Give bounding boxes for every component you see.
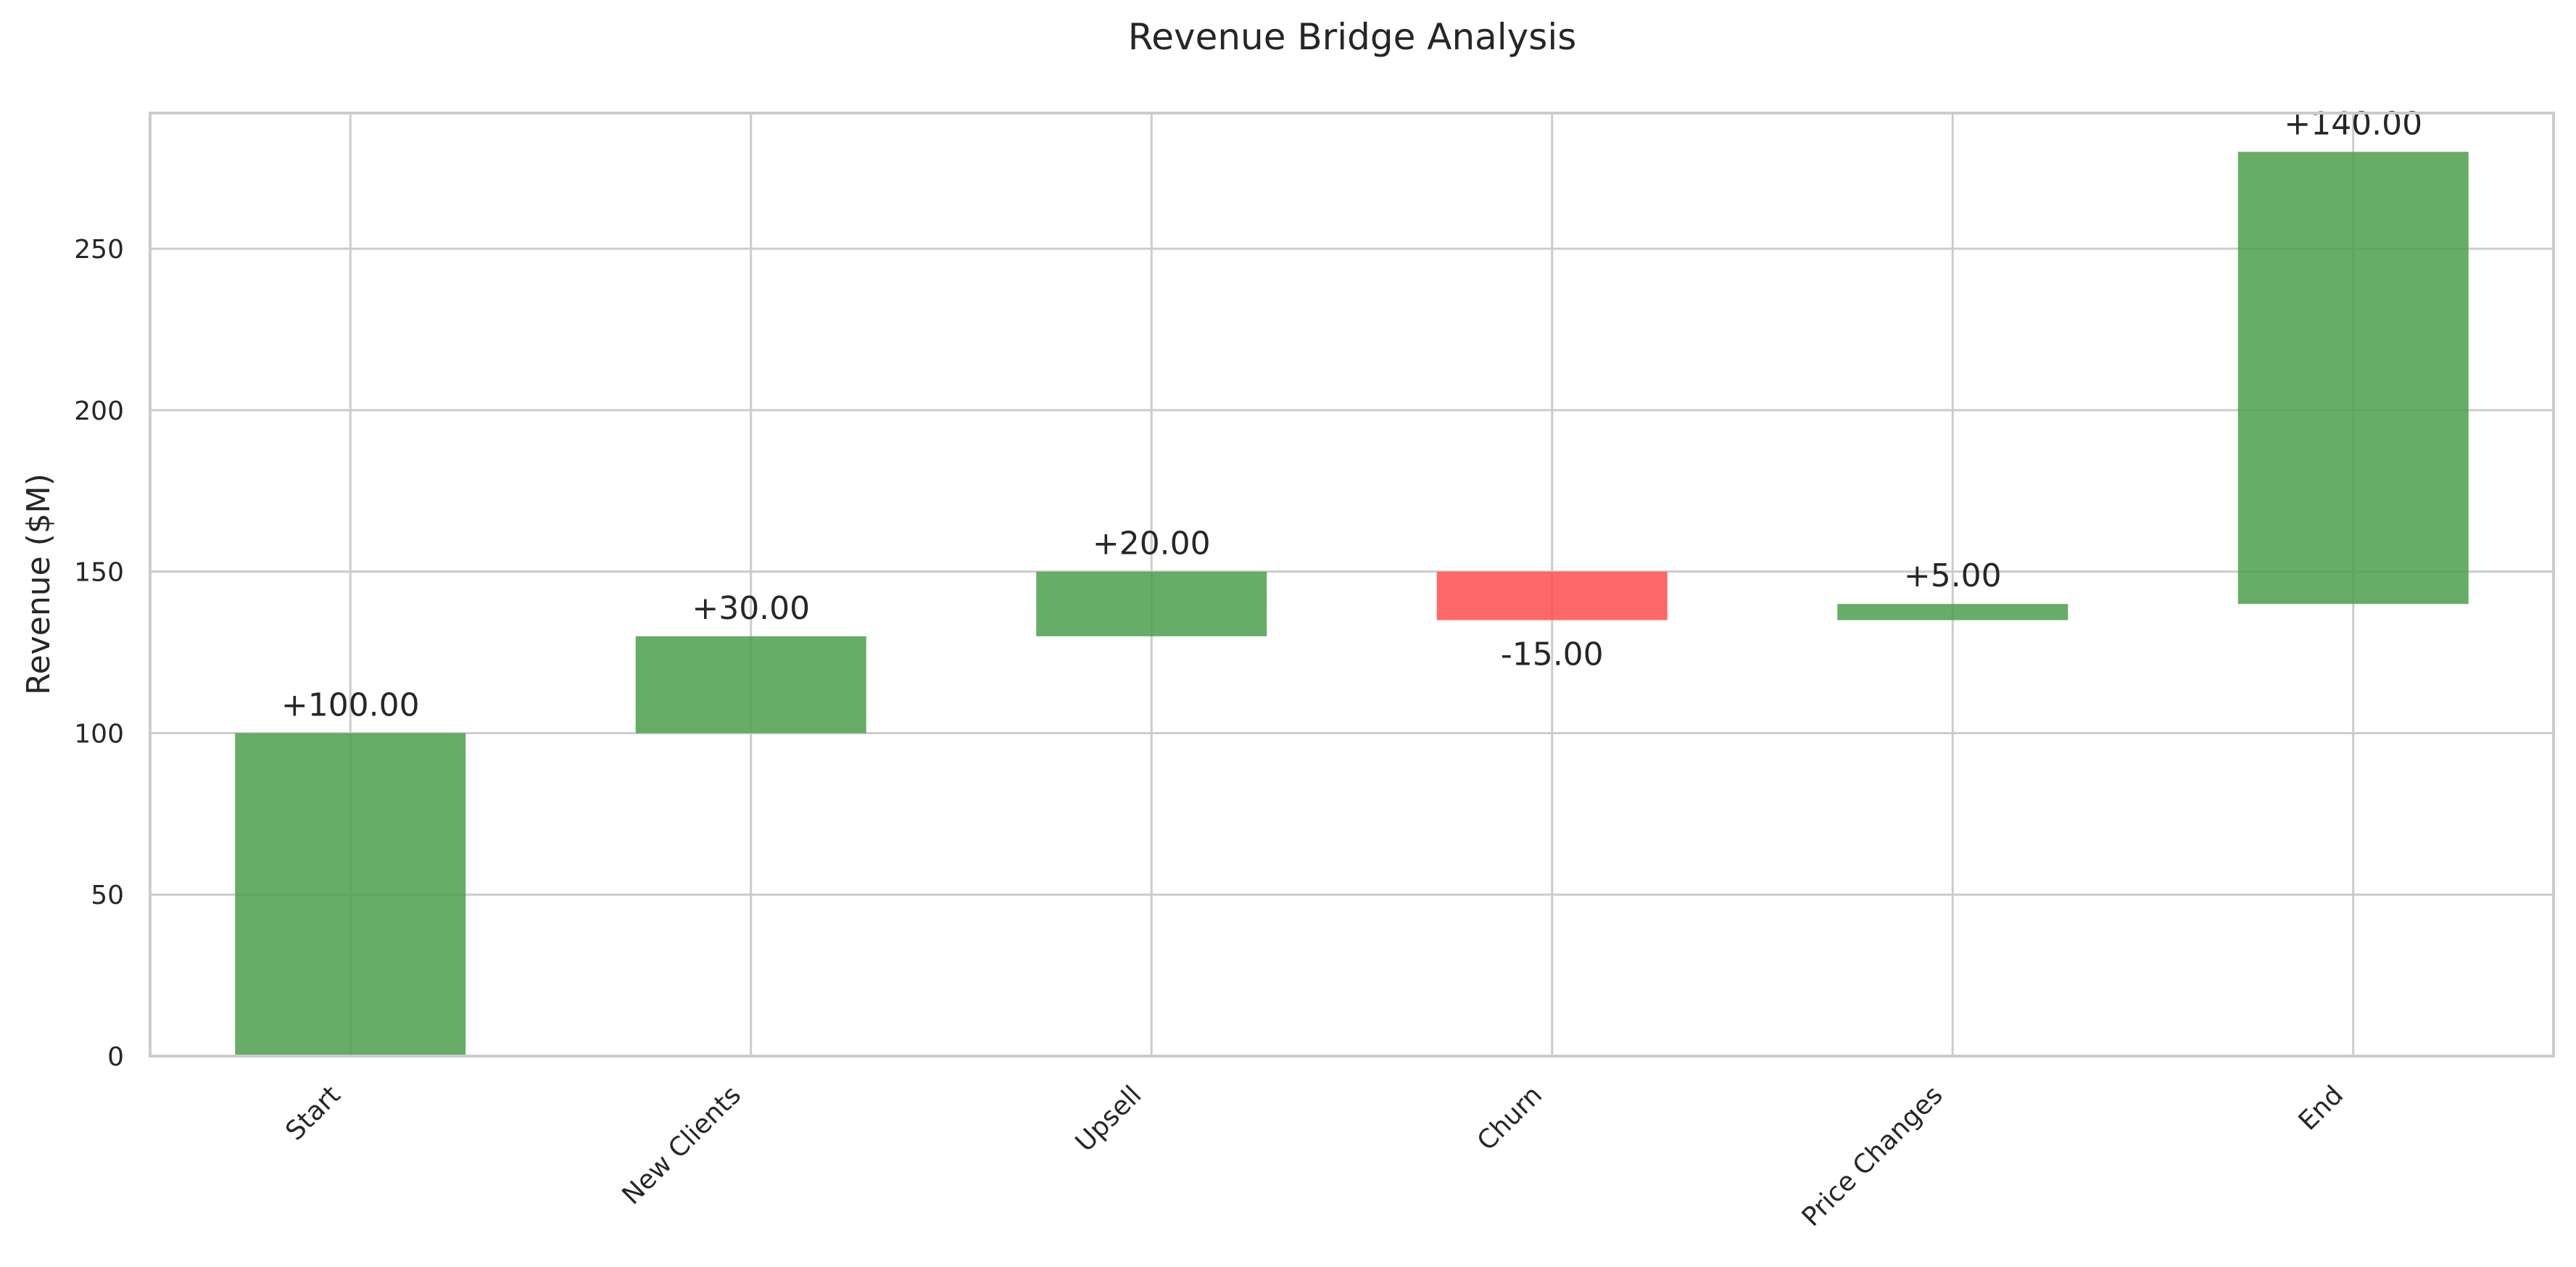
x-tick-label: Start (280, 1080, 346, 1146)
y-tick-label: 150 (74, 558, 124, 588)
waterfall-bar (1036, 571, 1267, 636)
bar-value-label: +30.00 (692, 590, 810, 627)
y-tick-label: 250 (74, 235, 124, 265)
x-tick-label: Churn (1472, 1080, 1548, 1156)
y-tick-label: 100 (74, 719, 124, 749)
bar-value-label: -15.00 (1501, 636, 1604, 673)
y-axis-label: Revenue ($M) (20, 473, 57, 695)
waterfall-bar (635, 636, 866, 734)
waterfall-bar (1837, 604, 2068, 620)
waterfall-bar (2237, 151, 2469, 605)
y-tick-label: 50 (91, 881, 124, 910)
bars-layer (235, 151, 2469, 1056)
labels-layer: +100.00 +30.00 +20.00 -15.00 +5.00 +140.00 (281, 105, 2422, 723)
x-tick-label: New Clients (617, 1080, 747, 1210)
y-tick-label: 200 (74, 396, 124, 426)
x-tick-label: Price Changes (1797, 1080, 1949, 1232)
bar-value-label: +20.00 (1093, 526, 1211, 562)
x-tick-label: Upsell (1070, 1080, 1148, 1158)
chart-title: Revenue Bridge Analysis (1128, 16, 1577, 58)
waterfall-bar (235, 733, 466, 1056)
x-tick-label: End (2293, 1080, 2349, 1136)
plot-frame (149, 112, 2555, 1058)
waterfall-bar (1436, 571, 1668, 620)
y-tick-label: 0 (107, 1042, 124, 1072)
grid-layer (150, 113, 2554, 1058)
bar-value-label: +100.00 (281, 686, 420, 723)
bar-value-label: +140.00 (2284, 105, 2422, 142)
bar-value-label: +5.00 (1904, 557, 2002, 594)
